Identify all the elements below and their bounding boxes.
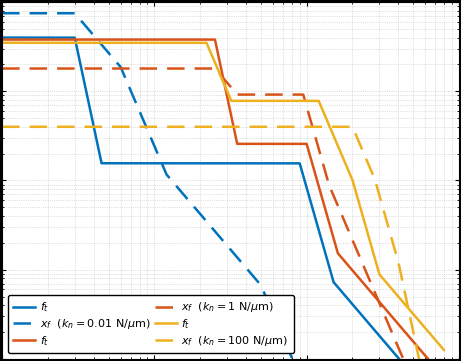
Legend: $f_t$, $x_f$  $(k_n = 0.01~\mathrm{N}/\mu\mathrm{m})$, $f_t$, $x_f$  $(k_n = 1~\: $f_t$, $x_f$ $(k_n = 0.01~\mathrm{N}/\mu… — [8, 295, 294, 353]
